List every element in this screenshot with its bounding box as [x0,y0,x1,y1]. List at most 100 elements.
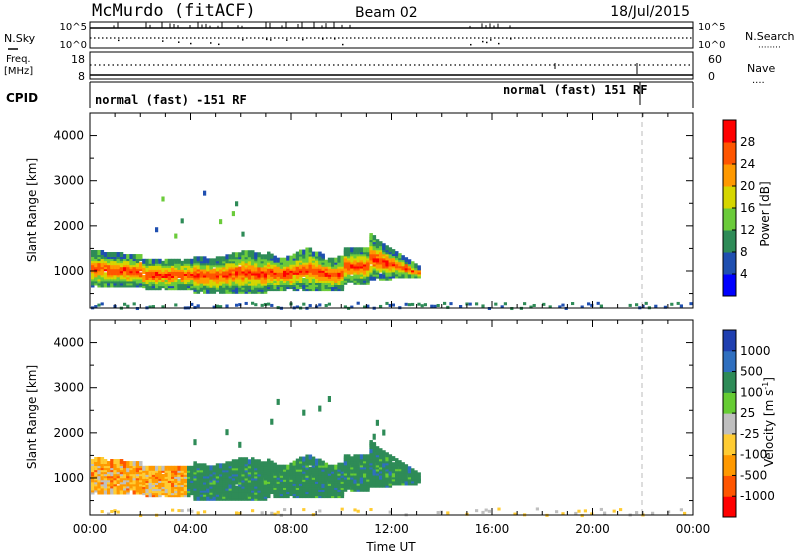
power-cell [251,250,255,256]
velocity-cell [123,461,127,467]
power-cell [475,302,479,306]
power-cell [283,257,287,263]
velocity-cell [385,476,389,482]
power-cell [334,257,338,263]
velocity-cell [107,487,111,493]
velocity-cell [395,458,399,464]
power-cell [267,302,271,306]
velocity-cell [372,442,377,448]
velocity-cell [135,467,140,473]
station-title: McMurdo (fitACF) [92,1,256,21]
velocity-cell [334,464,338,470]
velocity-cell [113,509,117,513]
power-cell [116,252,121,258]
power-cell [420,304,424,308]
power-cell [97,262,101,268]
power-cell [155,270,159,276]
velocity-cell [273,512,277,516]
freq-tick-bottom: 8 [78,70,85,83]
power-cell [676,301,680,305]
colorbar-segment [723,454,736,476]
power-cell [100,258,105,264]
velocity-cell [305,484,309,490]
power-cell [238,303,242,307]
velocity-cell [161,473,165,479]
power-cell [340,255,345,261]
velocity-cell [225,461,229,467]
velocity-cell [123,479,127,485]
velocity-cell [177,465,181,471]
power-cell [219,256,223,262]
velocity-cell [235,511,239,515]
colorbar-segment [723,186,736,209]
power-cell [155,283,159,289]
x-tick-label: 00:00 [676,522,711,536]
nsearch-dot [218,43,220,46]
colorbar-segment [723,392,736,414]
velocity-cell [97,489,101,495]
velocity-cell [235,463,239,469]
velocity-cell [203,463,207,469]
power-cell [369,275,373,281]
velocity-cell [417,472,421,478]
velocity-cell [235,485,239,491]
power-cell [174,233,178,239]
power-cell [292,273,297,279]
power-cell [123,302,127,306]
velocity-cell [436,511,440,515]
power-cell [135,254,140,260]
velocity-cell [113,459,117,465]
velocity-cell [407,466,412,472]
cpid-strip: CPID normal (fast) -151 RF normal (fast)… [6,81,694,108]
power-cell [417,265,421,271]
velocity-cell [359,484,364,490]
x-tick-label: 00:00 [73,522,108,536]
nsearch-dot [242,39,244,41]
power-cell [171,270,175,276]
power-cell [510,307,514,311]
power-cell [97,249,101,255]
power-cell [177,258,181,264]
nsearch-dot [118,39,120,42]
power-cell [318,303,322,307]
power-cell [318,255,322,261]
velocity-cell [260,461,265,467]
velocity-cell [215,463,220,469]
power-cell [119,274,124,280]
velocity-cell [603,511,607,515]
power-cell [391,249,396,255]
power-cell [417,302,421,306]
power-cell [193,256,197,262]
velocity-cell [353,454,357,460]
power-cell [327,257,332,263]
power-cell [350,275,354,281]
power-cell [366,304,370,308]
power-cell [279,271,284,277]
velocity-cell [180,509,184,513]
velocity-cell [187,465,191,471]
power-cell [148,258,153,264]
power-cell [270,253,274,259]
power-cell [225,304,229,308]
colorbar-tick-label: 24 [740,157,755,171]
power-cell [391,267,396,273]
power-cell [430,304,434,308]
power-cell [247,260,252,266]
power-cell [123,270,127,276]
velocity-cell [206,495,210,501]
colorbar-tick-label: -500 [740,468,767,482]
velocity-cell [382,462,386,468]
beam-title: Beam 02 [355,5,418,21]
velocity-cell [481,510,485,514]
power-cell [119,266,124,272]
power-cell [260,254,265,260]
colorbar-segment [723,371,736,393]
velocity-cell [327,464,332,470]
power-cell [289,255,293,261]
power-cell [292,253,297,259]
power-cell [219,305,223,309]
power-cell [244,286,249,292]
power-cell [363,305,367,309]
time-xlabel: Time UT [365,540,416,554]
nave-tick-bottom: 0 [708,70,715,83]
